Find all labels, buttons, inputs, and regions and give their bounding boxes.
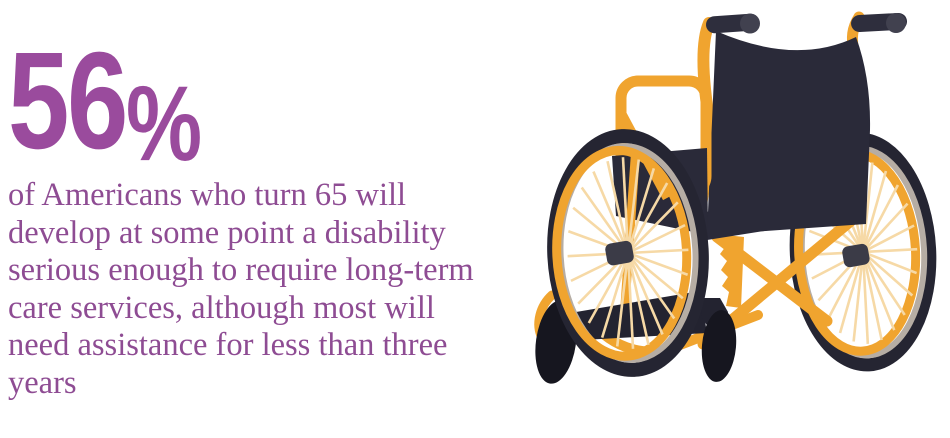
handle-cap-right: [886, 13, 906, 33]
hub-left: [605, 240, 634, 266]
stat-number: 56: [8, 24, 128, 178]
stat-description: of Americans who turn 65 will develop at…: [8, 177, 474, 401]
percent-sign: %: [126, 63, 203, 183]
folding-post: [720, 235, 744, 308]
handle-cap-left: [740, 13, 760, 34]
caster-wheel-right: [701, 310, 737, 382]
seat-back: [707, 31, 871, 235]
stat-percentage: 56%: [8, 32, 202, 177]
hub-right: [842, 243, 870, 268]
